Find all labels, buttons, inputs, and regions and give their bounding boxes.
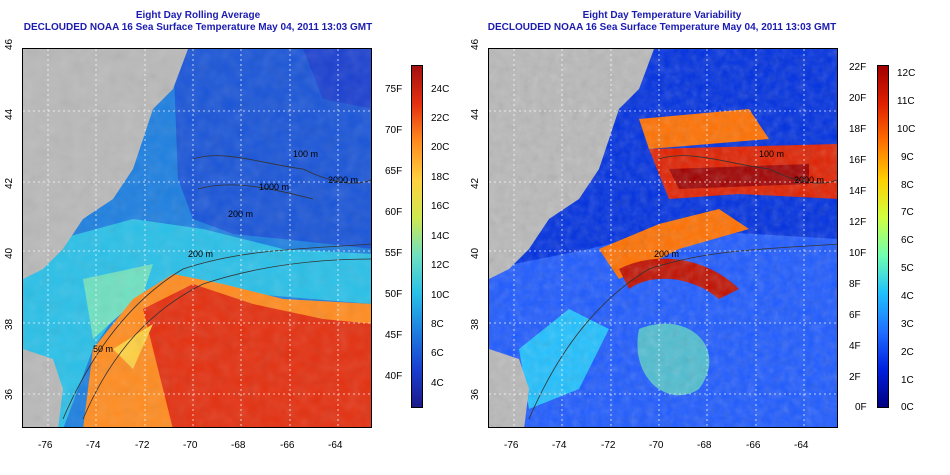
right-cb-f: 8F [849,279,861,290]
left-cb-c: 8C [431,319,444,330]
isobath-label-50m: 50 m [93,344,114,354]
left-cb-f: 50F [385,289,403,300]
right-cb-c: 1C [901,375,914,386]
right-ytick: 40 [470,247,481,259]
left-cb-f: 65F [385,166,403,177]
right-xtick: -66 [746,440,761,451]
right-cb-c: 3C [901,319,914,330]
left-ytick: 42 [4,177,15,189]
left-cb-f: 55F [385,248,403,259]
right-cb-c: 11C [897,96,915,107]
right-xtick: -70 [649,440,664,451]
left-cb-f: 45F [385,330,403,341]
right-cb-c: 2C [901,347,914,358]
left-cb-c: 20C [431,142,450,153]
left-cb-f: 60F [385,207,403,218]
left-cb-c: 16C [431,201,450,212]
left-ytick: 36 [4,388,15,400]
left-cb-f: 75F [385,84,403,95]
right-cb-c: 6C [901,235,914,246]
right-title-line2: DECLOUDED NOAA 16 Sea Surface Temperatur… [487,22,837,33]
right-cb-c: 10C [897,124,916,135]
left-ytick: 44 [4,108,15,120]
left-title-line2: DECLOUDED NOAA 16 Sea Surface Temperatur… [23,22,373,33]
left-xtick: -64 [328,440,343,451]
left-cb-c: 12C [431,260,450,271]
right-xtick: -76 [504,440,519,451]
right-cb-c: 8C [901,180,914,191]
right-cb-c: 4C [901,291,914,302]
left-xtick: -74 [86,440,101,451]
left-cb-c: 10C [431,290,450,301]
isobath-label-2000m: 2000 m [794,175,825,185]
isobath-label-200m-b: 200 m [228,209,254,219]
isobath-label-1000m: 1000 m [259,182,290,192]
right-ytick: 38 [470,318,481,330]
right-cb-f: 4F [849,341,861,352]
left-cb-c: 22C [431,113,450,124]
left-cb-c: 24C [431,84,450,95]
right-cb-f: 18F [849,124,867,135]
right-colorbar [877,65,889,408]
right-cb-f: 10F [849,248,867,259]
left-xtick: -72 [135,440,150,451]
left-cb-c: 14C [431,231,450,242]
right-xtick: -68 [697,440,712,451]
right-cb-c: 0C [901,402,914,413]
left-sst-map[interactable]: 100 m 1000 m 200 m 2000 m 200 m 50 m [22,48,372,428]
isobath-label-200m-a: 200 m [188,249,214,259]
right-cb-f: 12F [849,217,867,228]
left-xtick: -68 [231,440,246,451]
right-xtick: -74 [552,440,567,451]
right-variability-map[interactable]: 100 m 2000 m 200 m [488,48,838,428]
left-xtick: -70 [183,440,198,451]
right-cb-f: 20F [849,93,867,104]
isobath-label-2000m: 2000 m [328,175,359,185]
right-cb-f: 2F [849,372,861,383]
left-xtick: -76 [38,440,53,451]
right-cb-f: 14F [849,186,867,197]
left-ytick: 38 [4,318,15,330]
left-cb-f: 40F [385,371,403,382]
right-cb-f: 22F [849,62,867,73]
right-cb-c: 9C [901,152,914,163]
isobath-label-200m: 200 m [654,249,680,259]
left-cb-f: 70F [385,125,403,136]
left-colorbar [411,65,423,408]
left-xtick: -66 [280,440,295,451]
right-cb-c: 12C [897,68,916,79]
right-cb-f: 0F [855,402,867,413]
right-ytick: 46 [470,38,481,50]
isobath-label-100m: 100 m [293,149,319,159]
right-ytick: 44 [470,108,481,120]
right-cb-f: 6F [849,310,861,321]
right-cb-f: 16F [849,155,867,166]
left-cb-c: 18C [431,172,450,183]
right-cb-c: 7C [901,207,914,218]
left-cb-c: 6C [431,348,444,359]
left-ytick: 46 [4,38,15,50]
right-xtick: -64 [794,440,809,451]
right-ytick: 42 [470,177,481,189]
right-title-line1: Eight Day Temperature Variability [582,10,742,21]
right-cb-c: 5C [901,263,914,274]
right-ytick: 36 [470,388,481,400]
isobath-label-100m: 100 m [759,149,785,159]
right-xtick: -72 [601,440,616,451]
left-ytick: 40 [4,247,15,259]
left-title-line1: Eight Day Rolling Average [135,10,261,21]
left-cb-c: 4C [431,378,444,389]
